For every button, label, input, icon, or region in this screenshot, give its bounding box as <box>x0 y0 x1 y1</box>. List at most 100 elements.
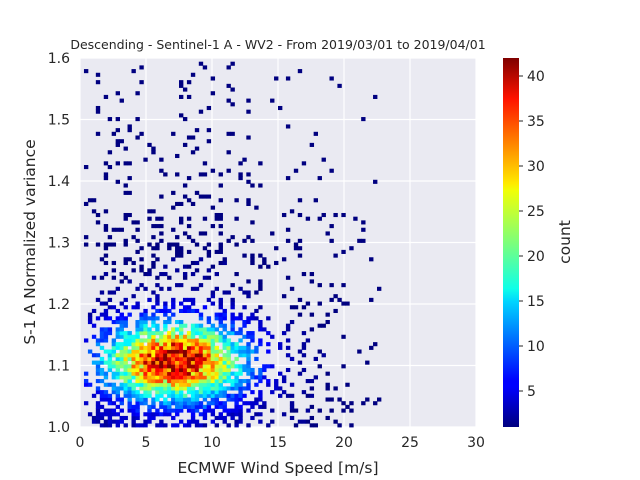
heatmap-bin <box>218 297 223 302</box>
heatmap-bin <box>234 412 239 417</box>
heatmap-bin <box>159 338 164 343</box>
heatmap-bin <box>115 404 120 409</box>
heatmap-bin <box>198 356 204 361</box>
heatmap-bin <box>151 305 156 310</box>
heatmap-bin <box>214 312 219 317</box>
heatmap-bin <box>210 367 216 373</box>
heatmap-bin <box>206 327 212 332</box>
heatmap-bin <box>182 272 188 277</box>
heatmap-bin <box>246 331 251 336</box>
heatmap-bin <box>234 272 239 277</box>
heatmap-bin <box>202 397 208 402</box>
heatmap-bin <box>99 371 105 376</box>
heatmap-bin <box>206 390 212 395</box>
heatmap-bin <box>135 327 140 332</box>
heatmap-bin <box>246 172 251 177</box>
heatmap-bin <box>254 316 259 321</box>
heatmap-bin <box>198 327 204 332</box>
heatmap-bin <box>151 319 156 325</box>
heatmap-bin <box>246 198 251 203</box>
heatmap-bin <box>175 319 180 325</box>
heatmap-bin <box>143 272 148 277</box>
heatmap-bin <box>246 294 251 299</box>
heatmap-bin <box>182 367 188 373</box>
heatmap-bin <box>179 379 184 384</box>
heatmap-bin <box>262 327 267 332</box>
heatmap-bin <box>246 201 251 206</box>
heatmap-bin <box>186 249 192 254</box>
heatmap-bin <box>301 345 307 350</box>
heatmap-bin <box>250 375 255 380</box>
heatmap-bin <box>175 393 180 398</box>
heatmap-bin <box>151 404 156 409</box>
heatmap-bin <box>258 286 263 291</box>
heatmap-bin <box>107 397 113 402</box>
heatmap-bin <box>297 371 303 376</box>
heatmap-bin <box>313 375 318 380</box>
heatmap-bin <box>115 353 120 358</box>
heatmap-bin <box>190 327 196 332</box>
heatmap-bin <box>222 323 227 328</box>
heatmap-bin <box>186 397 192 402</box>
heatmap-bin <box>119 227 124 232</box>
colorbar-tick-label: 35 <box>527 114 545 130</box>
heatmap-bin <box>131 349 136 354</box>
heatmap-bin <box>179 375 184 380</box>
heatmap-bin <box>206 356 212 361</box>
heatmap-bin <box>171 227 176 232</box>
heatmap-bin <box>182 308 188 314</box>
heatmap-bin <box>99 423 105 428</box>
heatmap-bin <box>163 338 168 343</box>
heatmap-bin <box>175 242 180 247</box>
heatmap-bin <box>171 190 176 195</box>
heatmap-bin <box>171 342 176 347</box>
heatmap-bin <box>218 331 223 336</box>
heatmap-bin <box>234 349 239 354</box>
heatmap-bin <box>119 386 124 391</box>
heatmap-bin <box>91 393 97 398</box>
heatmap-bin <box>190 375 196 380</box>
heatmap-bin <box>163 401 168 406</box>
heatmap-bin <box>163 323 168 328</box>
heatmap-bin <box>107 408 113 413</box>
heatmap-bin <box>175 397 180 402</box>
heatmap-bin <box>258 327 263 332</box>
heatmap-bin <box>111 349 117 354</box>
heatmap-bin <box>182 323 188 328</box>
heatmap-bin <box>234 397 239 402</box>
heatmap-bin <box>111 319 117 325</box>
heatmap-bin <box>214 423 219 428</box>
heatmap-bin <box>115 227 120 232</box>
heatmap-bin <box>119 98 124 103</box>
heatmap-bin <box>226 356 231 361</box>
heatmap-bin <box>143 379 148 384</box>
heatmap-bin <box>179 80 184 85</box>
heatmap-bin <box>317 364 322 369</box>
heatmap-bin <box>305 338 311 343</box>
heatmap-bin <box>115 117 120 122</box>
heatmap-bin <box>214 272 219 277</box>
heatmap-bin <box>127 124 132 129</box>
heatmap-bin <box>107 412 113 417</box>
heatmap-bin <box>206 316 212 321</box>
heatmap-bin <box>182 334 188 339</box>
heatmap-bin <box>163 386 168 391</box>
heatmap-bin <box>206 342 212 347</box>
heatmap-bin <box>171 382 176 387</box>
heatmap-bin <box>222 367 227 373</box>
heatmap-bin <box>206 371 212 376</box>
heatmap-bin <box>258 342 263 347</box>
heatmap-bin <box>278 342 283 347</box>
heatmap-bin <box>250 390 255 395</box>
heatmap-bin <box>238 408 243 413</box>
heatmap-bin <box>119 272 124 277</box>
heatmap-bin <box>238 327 243 332</box>
heatmap-bin <box>222 345 227 350</box>
heatmap-bin <box>246 423 251 428</box>
heatmap-bin <box>325 382 330 387</box>
heatmap-bin <box>131 371 136 376</box>
heatmap-bin <box>131 69 136 74</box>
heatmap-bin <box>167 393 172 398</box>
heatmap-bin <box>167 342 172 347</box>
heatmap-bin <box>103 312 109 317</box>
